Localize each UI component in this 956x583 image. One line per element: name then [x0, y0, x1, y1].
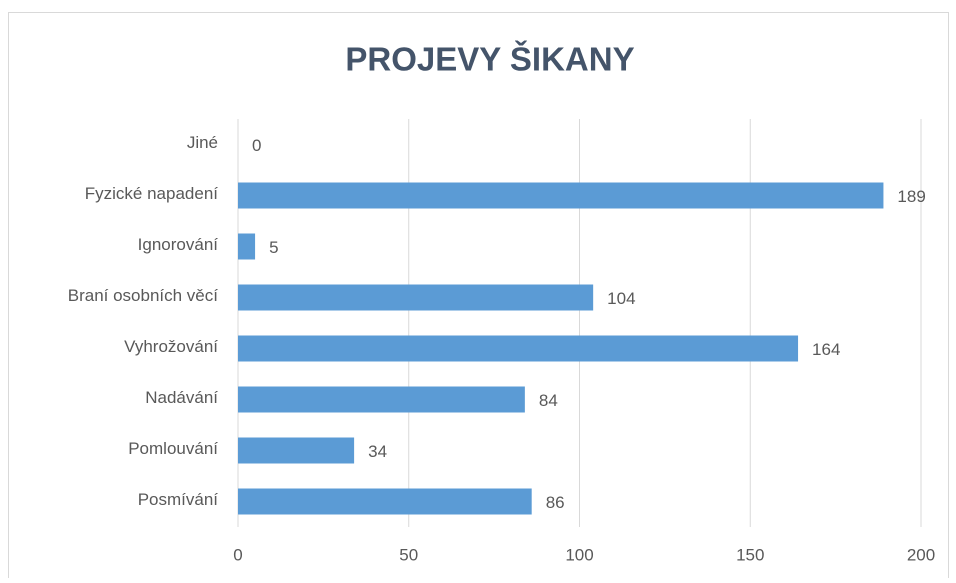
data-label: 34 — [368, 442, 387, 461]
y-tick-label: Ignorování — [138, 235, 219, 254]
bar — [238, 488, 532, 515]
chart-title: PROJEVY ŠIKANY — [345, 40, 634, 78]
bar — [238, 335, 799, 362]
x-tick-label: 150 — [736, 545, 764, 564]
x-tick-label: 100 — [565, 545, 593, 564]
bar — [238, 437, 355, 464]
data-label: 164 — [812, 340, 840, 359]
y-tick-label: Vyhrožování — [124, 337, 218, 356]
y-tick-label: Fyzické napadení — [85, 184, 219, 203]
data-label: 5 — [269, 238, 278, 257]
y-tick-label: Pomlouvání — [128, 439, 218, 458]
bar — [238, 182, 884, 209]
data-label: 104 — [607, 289, 635, 308]
y-tick-label: Nadávání — [145, 388, 218, 407]
data-label: 189 — [897, 187, 925, 206]
data-label: 86 — [546, 493, 565, 512]
data-label: 0 — [252, 136, 261, 155]
x-tick-label: 200 — [907, 545, 935, 564]
y-tick-label: Posmívání — [138, 490, 219, 509]
bar — [238, 233, 256, 260]
x-tick-label: 0 — [233, 545, 242, 564]
y-tick-label: Jiné — [187, 133, 218, 152]
bar — [238, 386, 525, 413]
x-tick-label: 50 — [399, 545, 418, 564]
y-tick-label: Braní osobních věcí — [68, 286, 219, 305]
data-label: 84 — [539, 391, 558, 410]
bar — [238, 284, 594, 311]
